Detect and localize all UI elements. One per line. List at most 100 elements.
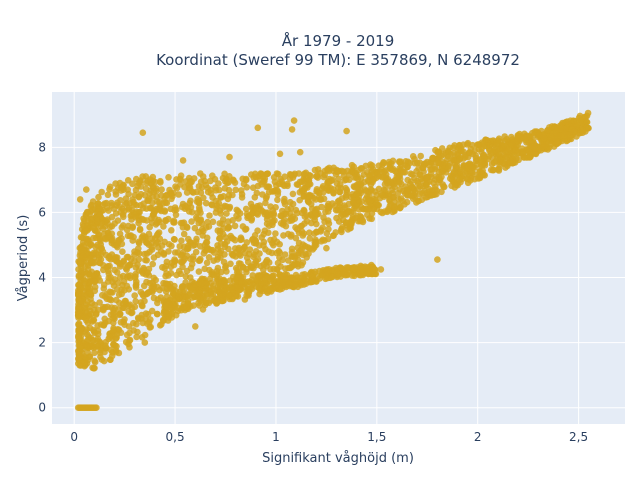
data-point: [229, 191, 236, 199]
data-point: [89, 206, 96, 213]
data-point: [142, 185, 150, 193]
data-point: [197, 217, 204, 224]
data-point: [205, 253, 213, 261]
data-point: [250, 264, 257, 272]
data-point: [166, 186, 173, 194]
data-point: [75, 273, 83, 281]
data-point: [82, 211, 90, 218]
data-point: [433, 187, 441, 194]
data-point: [143, 205, 150, 212]
data-point: [96, 299, 103, 306]
data-point: [87, 215, 94, 223]
data-point: [480, 140, 487, 148]
data-point: [95, 205, 102, 213]
data-point: [296, 148, 304, 156]
data-point: [105, 254, 113, 262]
data-point: [86, 353, 94, 360]
x-tick-label: 1: [272, 430, 280, 444]
data-point: [469, 164, 476, 171]
data-point: [126, 344, 133, 351]
data-point: [202, 285, 210, 292]
data-point: [457, 168, 464, 176]
data-point: [367, 161, 374, 168]
data-point: [75, 303, 83, 311]
y-tick-label: 4: [38, 271, 46, 285]
data-point: [130, 198, 137, 206]
data-point: [185, 291, 193, 299]
data-point: [158, 207, 165, 215]
data-point: [192, 323, 199, 330]
data-point: [263, 193, 271, 200]
data-point: [343, 127, 350, 135]
data-point: [201, 177, 208, 185]
data-point: [450, 156, 457, 163]
data-point: [226, 153, 233, 161]
data-point: [231, 222, 239, 230]
data-point: [307, 172, 315, 180]
data-point: [351, 174, 359, 181]
data-point: [217, 210, 225, 217]
data-point: [187, 197, 194, 205]
data-point: [76, 322, 83, 329]
data-point: [254, 124, 262, 132]
data-point: [548, 140, 555, 148]
data-point: [540, 135, 547, 143]
data-point: [535, 132, 543, 139]
data-point: [301, 185, 308, 193]
data-point: [525, 148, 533, 156]
data-point: [227, 232, 234, 240]
data-point: [323, 244, 330, 252]
data-point: [452, 163, 459, 171]
data-point: [142, 256, 149, 264]
data-point: [96, 259, 104, 267]
data-point: [348, 168, 355, 175]
data-point: [337, 181, 344, 188]
data-point: [318, 185, 326, 192]
data-point: [238, 194, 246, 201]
data-point: [129, 237, 136, 244]
data-point: [280, 232, 287, 239]
data-point: [273, 249, 280, 257]
data-point: [250, 251, 258, 258]
data-point: [131, 251, 138, 259]
data-point: [138, 268, 146, 275]
data-point: [203, 244, 211, 251]
data-point: [94, 343, 102, 350]
data-point: [76, 357, 83, 364]
data-point: [292, 224, 299, 231]
data-point: [139, 232, 147, 239]
data-point: [152, 240, 160, 247]
data-point: [274, 188, 282, 195]
data-point: [292, 281, 299, 288]
data-point: [86, 271, 94, 278]
data-point: [195, 293, 203, 300]
data-point: [584, 109, 592, 117]
data-point: [415, 197, 422, 205]
x-tick-label: 0: [70, 430, 78, 444]
data-point: [248, 276, 256, 284]
data-point: [84, 266, 92, 273]
data-point: [270, 272, 278, 279]
data-point: [313, 173, 320, 180]
data-point: [254, 182, 262, 190]
data-point: [417, 152, 425, 160]
data-point: [96, 236, 104, 243]
data-point: [234, 293, 242, 300]
data-point: [247, 200, 255, 208]
y-ticks: 0 2 4 6 8: [38, 140, 46, 414]
data-point: [118, 235, 125, 242]
data-point: [540, 142, 548, 150]
data-point: [255, 273, 263, 281]
data-point: [99, 291, 106, 299]
data-point: [115, 349, 123, 357]
data-point: [297, 223, 305, 230]
data-point: [110, 309, 117, 317]
data-point: [407, 180, 414, 188]
data-point: [292, 234, 300, 242]
data-point: [203, 259, 211, 267]
x-tick-label: 0,5: [166, 430, 185, 444]
data-point: [221, 202, 229, 210]
data-point: [140, 216, 147, 224]
data-point: [192, 238, 200, 245]
data-point: [278, 178, 286, 185]
